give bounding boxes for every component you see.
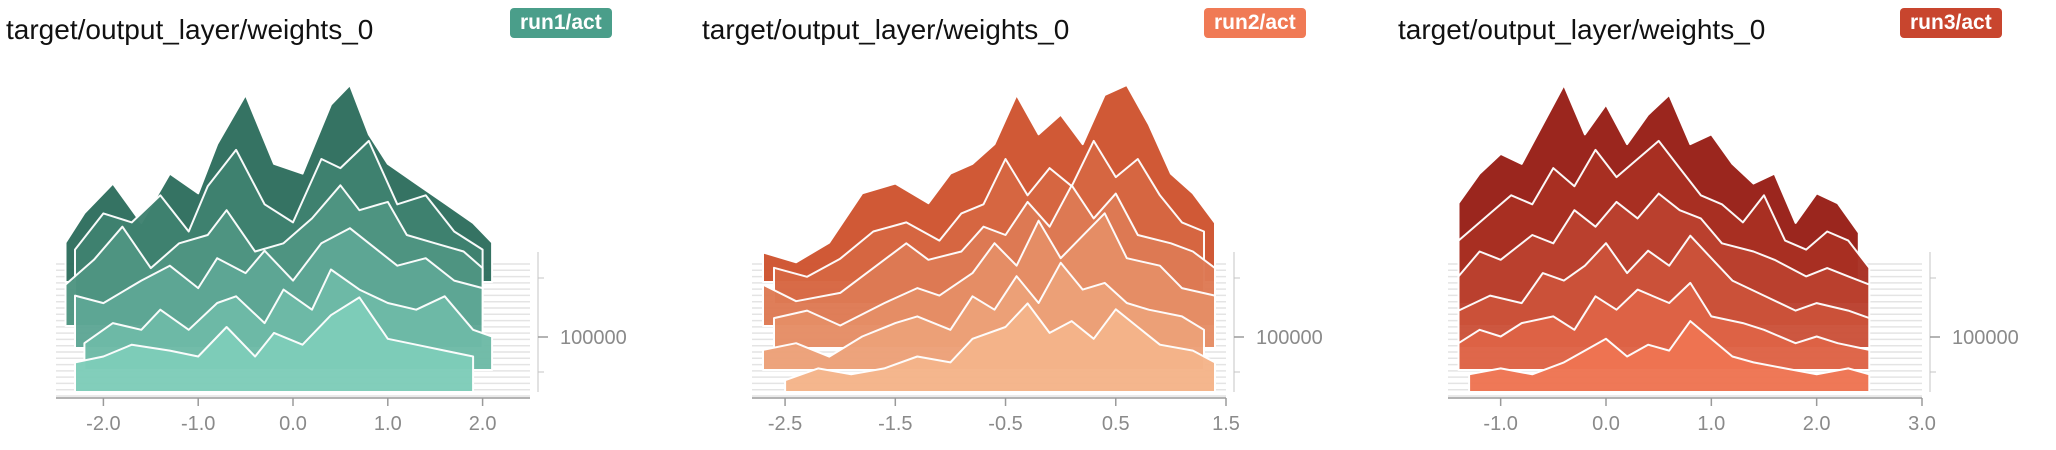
x-tick-label: -2.5: [768, 413, 802, 435]
x-tick-label: -0.5: [988, 413, 1022, 435]
histogram-layer-5: [74, 296, 475, 393]
x-tick-label: 1.0: [374, 413, 402, 435]
histogram-panel-run3: target/output_layer/weights_0 run3/act -…: [1392, 0, 2056, 450]
x-tick-label: -2.0: [86, 413, 120, 435]
x-tick-label: 2.0: [1803, 413, 1831, 435]
x-tick-label: -1.5: [878, 413, 912, 435]
histogram-chart: -1.0 0.0 1.0 2.0 3.0 100000: [1448, 84, 2019, 435]
x-tick-label: 0.0: [279, 413, 307, 435]
run-badge[interactable]: run3/act: [1900, 8, 2002, 38]
run-badge[interactable]: run2/act: [1204, 8, 1306, 38]
panel-title: target/output_layer/weights_0: [6, 14, 374, 45]
y-tick-label: 100000: [560, 327, 627, 349]
histogram-layer-5: [784, 302, 1216, 393]
y-tick-label: 100000: [1952, 327, 2019, 349]
histogram-chart: -2.0 -1.0 0.0 1.0 2.0 100000: [56, 84, 627, 435]
x-tick-label: 3.0: [1908, 413, 1936, 435]
x-tick-label: -1.0: [181, 413, 215, 435]
x-tick-label: 1.5: [1212, 413, 1240, 435]
panel-title: target/output_layer/weights_0: [702, 14, 1070, 45]
run-badge[interactable]: run1/act: [510, 8, 612, 38]
x-tick-label: 2.0: [469, 413, 497, 435]
histogram-layer-3: [1457, 234, 1871, 349]
histogram-chart: -2.5 -1.5 -0.5 0.5 1.5 100000: [752, 84, 1323, 435]
x-tick-label: 0.0: [1592, 413, 1620, 435]
x-tick-label: -1.0: [1483, 413, 1517, 435]
histogram-panel-run2: target/output_layer/weights_0 run2/act -…: [696, 0, 1376, 450]
histogram-layer-4: [1457, 281, 1871, 371]
x-tick-label: 1.0: [1697, 413, 1725, 435]
panel-title: target/output_layer/weights_0: [1398, 14, 1766, 45]
histogram-layer-5: [1468, 320, 1871, 393]
y-tick-label: 100000: [1256, 327, 1323, 349]
histogram-panel-run1: target/output_layer/weights_0 run1/act -…: [0, 0, 680, 450]
x-tick-label: 0.5: [1102, 413, 1130, 435]
